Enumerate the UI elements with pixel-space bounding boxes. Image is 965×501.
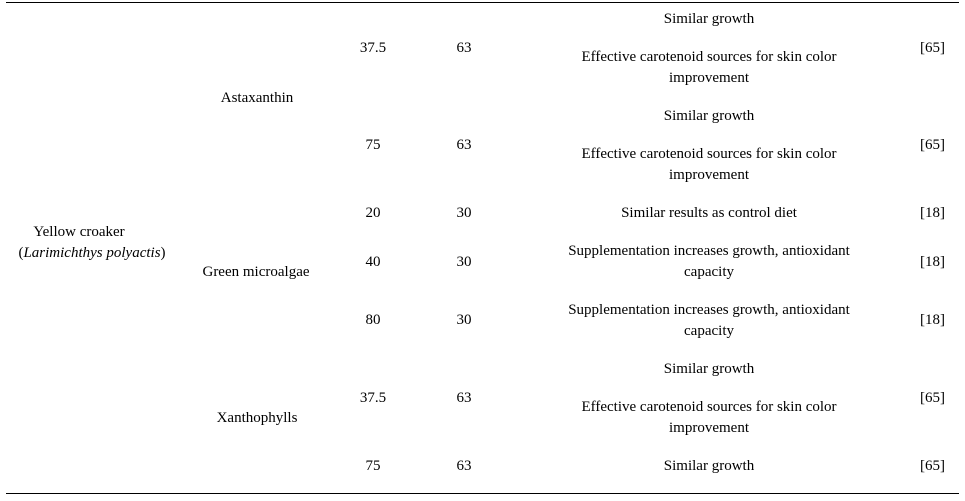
reference-cell: [18] — [920, 254, 945, 270]
result-line: Supplementation increases growth, antiox… — [568, 243, 850, 259]
days-cell: 63 — [456, 137, 472, 153]
species-scientific-italic: Larimichthys polyactis — [23, 245, 161, 261]
result-line: capacity — [684, 264, 734, 280]
level-cell: 37.5 — [359, 390, 387, 406]
table-top-rule — [6, 2, 959, 3]
level-cell: 20 — [365, 205, 381, 221]
species-common-name: Yellow croaker — [33, 224, 125, 240]
result-line: improvement — [669, 420, 749, 436]
reference-cell: [65] — [920, 137, 945, 153]
species-scientific-name: (Larimichthys polyactis) — [18, 245, 166, 261]
result-line: Similar growth — [663, 11, 755, 27]
level-cell: 40 — [365, 254, 381, 270]
days-cell: 63 — [456, 40, 472, 56]
result-line: Effective carotenoid sources for skin co… — [581, 49, 837, 65]
result-line: Effective carotenoid sources for skin co… — [581, 146, 837, 162]
result-line: improvement — [669, 70, 749, 86]
result-line: Effective carotenoid sources for skin co… — [581, 399, 837, 415]
result-line: Supplementation increases growth, antiox… — [568, 302, 850, 318]
level-cell: 75 — [365, 458, 381, 474]
level-cell: 37.5 — [359, 40, 387, 56]
table-bottom-rule — [6, 493, 959, 494]
days-cell: 30 — [456, 205, 472, 221]
level-cell: 80 — [365, 312, 381, 328]
ingredient-green-microalgae: Green microalgae — [202, 264, 310, 280]
reference-cell: [65] — [920, 40, 945, 56]
result-line: Similar growth — [663, 361, 755, 377]
result-line: capacity — [684, 323, 734, 339]
reference-cell: [18] — [920, 205, 945, 221]
reference-cell: [18] — [920, 312, 945, 328]
result-line: Similar results as control diet — [621, 205, 797, 221]
result-line: Similar growth — [663, 458, 755, 474]
days-cell: 63 — [456, 458, 472, 474]
reference-cell: [65] — [920, 390, 945, 406]
result-line: Similar growth — [663, 108, 755, 124]
days-cell: 30 — [456, 254, 472, 270]
level-cell: 75 — [365, 137, 381, 153]
result-line: improvement — [669, 167, 749, 183]
reference-cell: [65] — [920, 458, 945, 474]
ingredient-astaxanthin: Astaxanthin — [220, 90, 294, 106]
ingredient-xanthophylls: Xanthophylls — [216, 410, 298, 426]
days-cell: 30 — [456, 312, 472, 328]
days-cell: 63 — [456, 390, 472, 406]
